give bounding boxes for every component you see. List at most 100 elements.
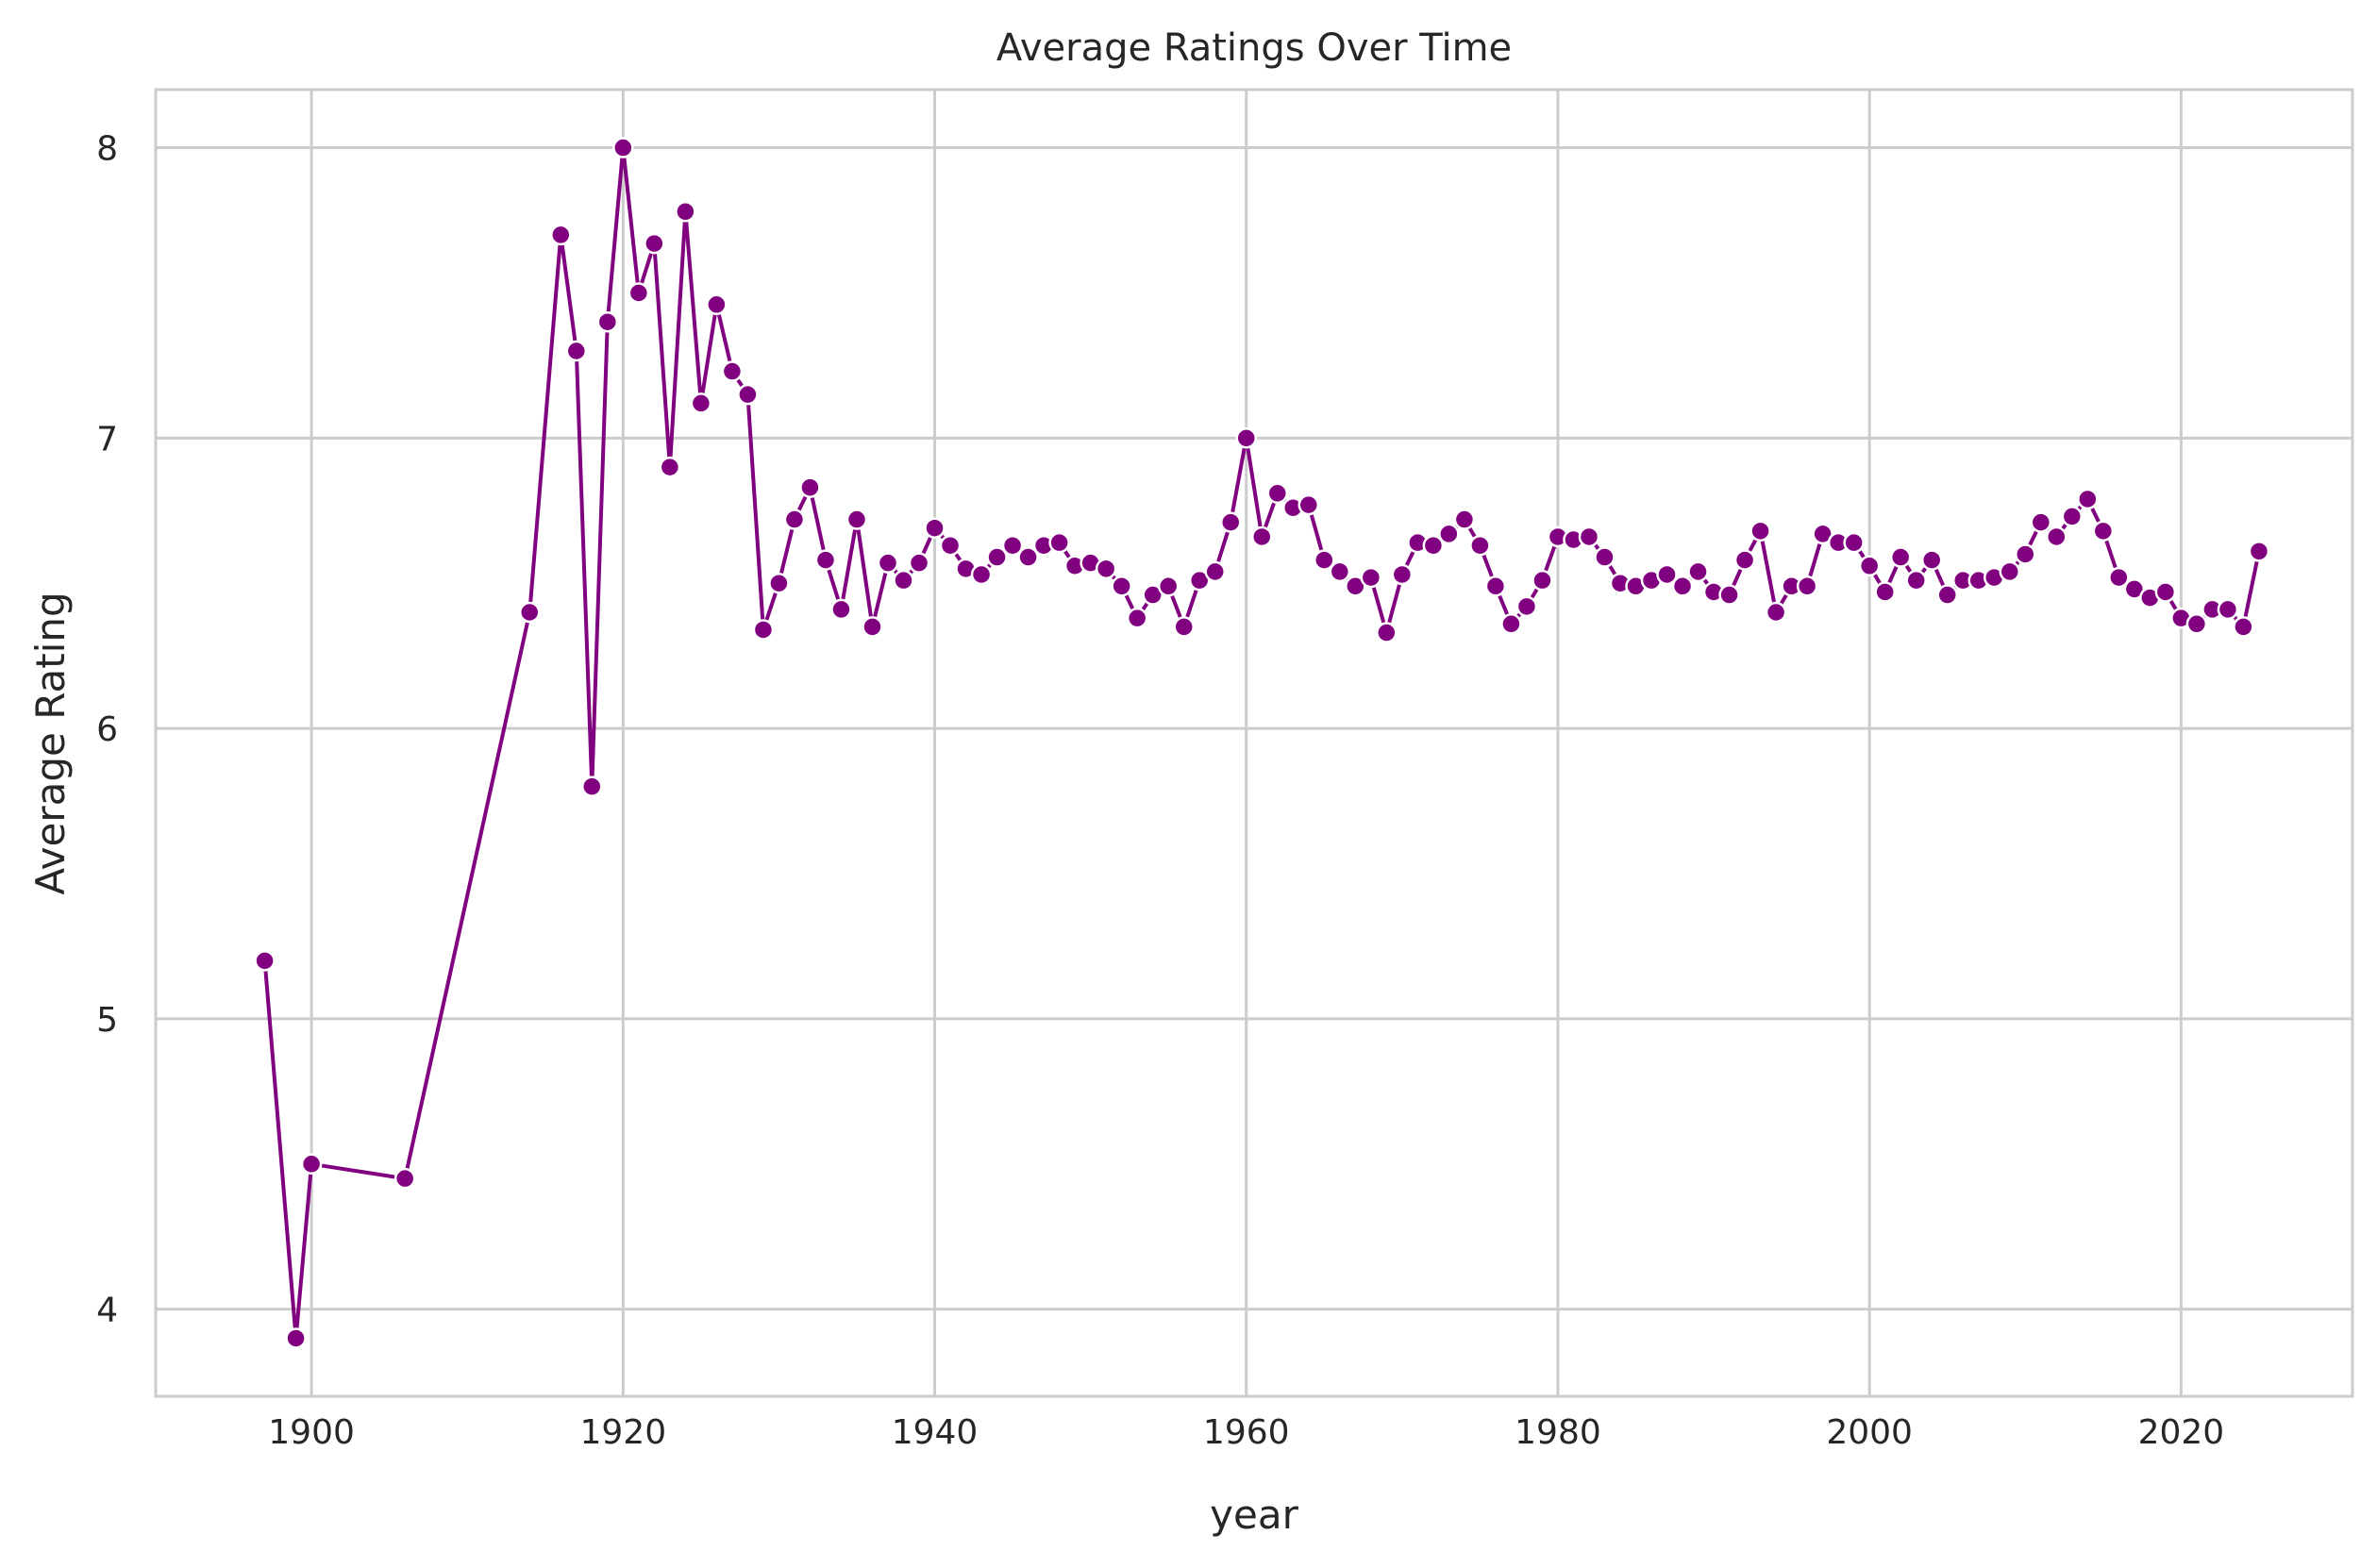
data-point	[565, 340, 588, 362]
data-point	[1453, 509, 1476, 530]
data-point	[2077, 488, 2099, 510]
data-point	[1048, 531, 1070, 554]
data-point	[721, 360, 744, 382]
tick-labels: 1900 1920 1940 1960 1980 2000 2020 4 5 6 7 8	[96, 130, 2224, 1452]
data-point	[1376, 622, 1398, 643]
data-point	[1515, 595, 1538, 618]
data-point	[1235, 427, 1257, 449]
data-point	[1173, 616, 1195, 638]
data-point	[612, 137, 634, 158]
data-point	[862, 616, 883, 638]
data-point	[1532, 569, 1553, 592]
data-point	[1749, 520, 1771, 542]
data-point	[752, 619, 775, 641]
data-point	[1095, 558, 1117, 580]
data-point	[1858, 555, 1881, 577]
data-point	[1126, 607, 1148, 629]
data-point	[254, 950, 276, 972]
data-point	[1329, 560, 1351, 583]
x-tick-label: 2020	[2138, 1413, 2225, 1452]
series-layer	[254, 137, 2270, 1349]
data-point	[986, 546, 1008, 568]
y-tick-label: 6	[96, 710, 118, 749]
data-point	[783, 509, 806, 530]
y-tick-label: 5	[96, 1001, 118, 1040]
x-tick-label: 1960	[1203, 1413, 1290, 1452]
x-tick-label: 1900	[268, 1413, 355, 1452]
data-point	[1999, 560, 2021, 583]
data-point	[924, 517, 946, 539]
data-point	[581, 776, 603, 797]
data-point	[1204, 560, 1226, 583]
data-point	[690, 392, 712, 414]
data-point	[1484, 575, 1507, 597]
x-tick-label: 1920	[580, 1413, 667, 1452]
data-point	[1297, 493, 1320, 516]
data-point	[1001, 534, 1024, 557]
x-axis-label: year	[1210, 1492, 1298, 1538]
data-point	[1422, 534, 1445, 557]
data-point	[1360, 566, 1382, 589]
x-tick-label: 1980	[1515, 1413, 1601, 1452]
data-point	[1889, 546, 1912, 568]
data-point	[550, 224, 572, 246]
data-point	[596, 310, 619, 333]
data-point	[1438, 523, 1460, 545]
data-point	[830, 598, 852, 621]
data-point	[285, 1327, 307, 1349]
data-point	[2185, 613, 2208, 635]
plot-frame	[154, 88, 2354, 1398]
y-tick-label: 4	[96, 1292, 118, 1330]
data-point	[768, 572, 790, 594]
data-point	[877, 552, 899, 574]
data-point	[1812, 523, 1833, 545]
data-point	[1874, 581, 1896, 603]
data-point	[628, 282, 650, 304]
data-point	[2248, 541, 2270, 562]
data-point	[659, 456, 681, 478]
data-point	[1936, 584, 1958, 606]
data-point	[1345, 575, 1366, 597]
data-point	[675, 201, 696, 223]
data-point	[893, 569, 914, 592]
data-point	[1188, 569, 1211, 592]
data-point	[814, 549, 837, 571]
chart-title: Average Ratings Over Time	[996, 26, 1512, 70]
data-point	[1314, 549, 1335, 571]
data-point	[1266, 482, 1289, 505]
data-point	[1500, 613, 1522, 635]
data-point	[908, 552, 930, 574]
data-point	[1905, 569, 1927, 592]
data-point	[1671, 575, 1694, 597]
data-point	[1017, 546, 1039, 568]
data-point	[2217, 598, 2239, 621]
x-tick-label: 2000	[1826, 1413, 1913, 1452]
data-point	[706, 293, 728, 316]
data-point	[519, 601, 541, 624]
data-point	[1765, 601, 1787, 624]
y-tick-label: 8	[96, 130, 118, 169]
data-point	[393, 1167, 416, 1190]
y-axis-label: Average Rating	[27, 592, 74, 894]
data-point	[939, 534, 962, 557]
data-point	[2092, 520, 2115, 542]
data-point	[799, 476, 821, 498]
data-point	[2046, 525, 2067, 548]
data-point	[1142, 584, 1163, 606]
data-point	[970, 563, 993, 586]
data-point	[1157, 575, 1180, 597]
data-point	[1219, 511, 1242, 533]
data-point	[1733, 549, 1756, 571]
x-tick-label: 1940	[892, 1413, 979, 1452]
data-point	[1920, 549, 1943, 571]
data-point	[300, 1153, 323, 1176]
data-point	[1656, 563, 1678, 586]
data-point	[1111, 575, 1132, 597]
data-point	[2061, 506, 2084, 527]
data-point	[2154, 581, 2177, 603]
data-point	[2123, 578, 2146, 600]
data-point	[2015, 543, 2036, 565]
data-point	[2233, 616, 2254, 638]
data-point	[1718, 584, 1740, 606]
